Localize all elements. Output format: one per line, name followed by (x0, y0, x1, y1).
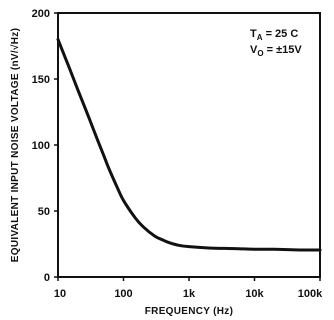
x-axis-title: FREQUENCY (Hz) (145, 306, 233, 317)
x-tick-label: 10k (245, 288, 264, 300)
noise-curve (56, 37, 322, 252)
temperature-value: = 25 C (263, 28, 299, 40)
y-axis-title: EQUIVALENT INPUT NOISE VOLTAGE (nV/√Hz) (10, 28, 21, 262)
y-tick-label: 150 (32, 74, 50, 86)
x-axis-ticks: 10 100 1k 10k 100k (54, 277, 323, 300)
x-tick-label: 100 (114, 288, 132, 300)
voltage-subscript: O (257, 49, 263, 58)
supply-voltage-annotation: VO = ±15V (250, 44, 302, 58)
temperature-annotation: TA = 25 C (250, 28, 298, 42)
y-tick-label: 100 (32, 140, 50, 152)
temperature-symbol: T (250, 28, 257, 40)
y-axis-ticks: 0 50 100 150 200 (32, 8, 58, 284)
voltage-symbol: V (250, 44, 258, 56)
y-tick-label: 50 (38, 206, 50, 218)
y-tick-label: 200 (32, 8, 50, 20)
temperature-subscript: A (257, 33, 263, 42)
x-tick-label: 100k (298, 288, 323, 300)
x-tick-label: 1k (183, 288, 196, 300)
voltage-value: = ±15V (264, 44, 303, 56)
y-tick-label: 0 (44, 272, 50, 284)
x-tick-label: 10 (54, 288, 66, 300)
